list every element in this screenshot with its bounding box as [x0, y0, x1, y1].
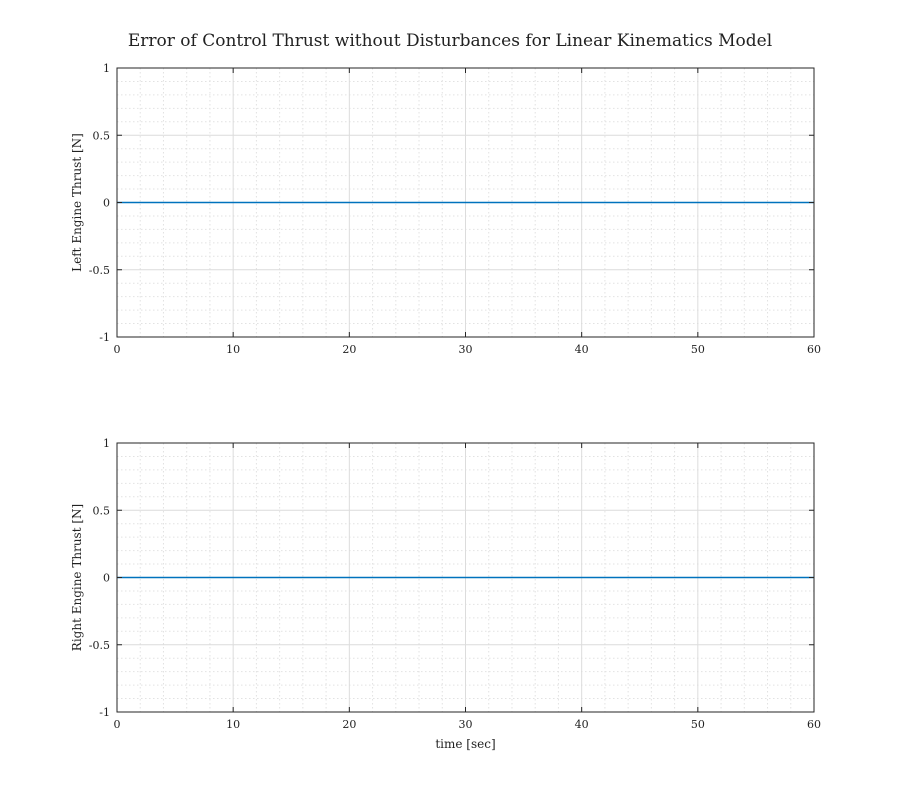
right-x-tick-label: 10 — [226, 718, 240, 731]
left-y-axis-label: Left Engine Thrust [N] — [70, 133, 84, 272]
left-x-tick-label: 40 — [575, 343, 589, 356]
right-x-tick-label: 30 — [459, 718, 473, 731]
left-x-tick-label: 20 — [342, 343, 356, 356]
right-y-tick-label: 0 — [103, 572, 110, 585]
left-x-tick-label: 50 — [691, 343, 705, 356]
left-y-tick-label: 0 — [103, 197, 110, 210]
right-x-axis-label: time [sec] — [435, 737, 495, 751]
left-x-tick-label: 10 — [226, 343, 240, 356]
right-x-tick-label: 40 — [575, 718, 589, 731]
right-x-tick-label: 20 — [342, 718, 356, 731]
left-y-tick-label: -1 — [99, 331, 110, 344]
figure-title: Error of Control Thrust without Disturba… — [128, 31, 772, 51]
right-y-tick-label: 0.5 — [93, 504, 111, 517]
left-x-tick-label: 0 — [114, 343, 121, 356]
left-y-tick-label: 0.5 — [93, 129, 111, 142]
left-y-tick-label: -0.5 — [89, 264, 110, 277]
left-x-tick-label: 60 — [807, 343, 821, 356]
left-y-tick-label: 1 — [103, 62, 110, 75]
right-y-tick-label: 1 — [103, 437, 110, 450]
right-engine-thrust-axes: 0 10 20 30 40 50 60 -1 -0.5 0 0.5 1 Right Engine Thr… — [70, 437, 821, 751]
right-y-tick-label: -1 — [99, 706, 110, 719]
right-x-tick-label: 60 — [807, 718, 821, 731]
right-y-axis-label: Right Engine Thrust [N] — [70, 504, 84, 651]
right-x-tick-label: 0 — [114, 718, 121, 731]
right-x-tick-label: 50 — [691, 718, 705, 731]
right-y-tick-label: -0.5 — [89, 639, 110, 652]
left-engine-thrust-axes: 0 10 20 30 40 50 60 -1 -0.5 0 0.5 1 Left Engine Thru… — [70, 62, 821, 356]
left-x-tick-label: 30 — [459, 343, 473, 356]
